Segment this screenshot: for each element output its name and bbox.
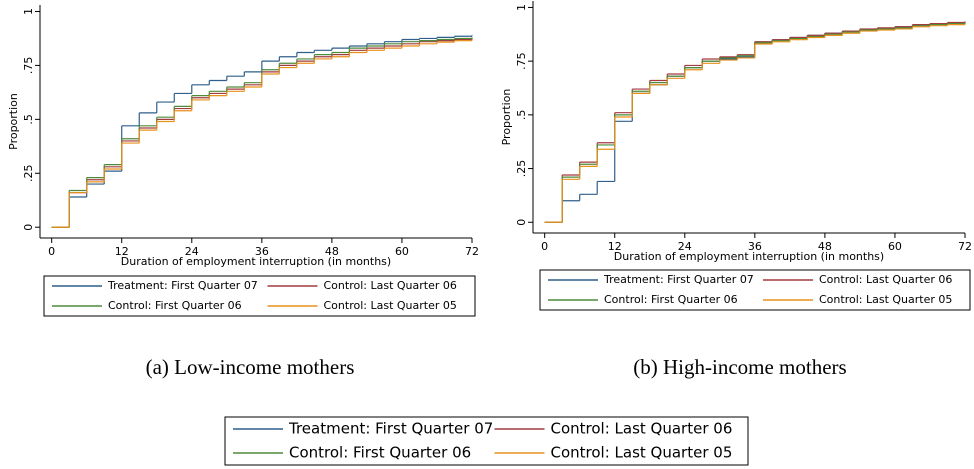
x-tick-label: 24 xyxy=(185,245,199,258)
y-tick-label: 0 xyxy=(22,224,35,231)
legend-label: Control: First Quarter 06 xyxy=(108,299,242,312)
x-axis-label: Duration of employment interruption (in … xyxy=(614,250,884,263)
caption: (b) High-income mothers xyxy=(633,355,846,379)
x-tick-label: 36 xyxy=(255,245,269,258)
legend-label: Control: Last Quarter 05 xyxy=(819,293,952,306)
y-tick-label: .25 xyxy=(22,165,35,183)
x-tick-label: 72 xyxy=(465,245,479,258)
legend-label: Treatment: First Quarter 07 xyxy=(288,420,493,438)
y-axis-label: Proportion xyxy=(500,89,513,146)
x-tick-label: 0 xyxy=(541,240,548,253)
x-tick-label: 48 xyxy=(325,245,339,258)
legend-label: Control: Last Quarter 05 xyxy=(324,299,457,312)
y-tick-label: 0 xyxy=(515,219,528,226)
legend-label: Control: Last Quarter 06 xyxy=(324,279,457,292)
legend-label: Control: Last Quarter 06 xyxy=(819,273,952,286)
y-tick-label: .25 xyxy=(515,160,528,178)
legend-label: Treatment: First Quarter 07 xyxy=(603,273,754,286)
x-tick-label: 12 xyxy=(608,240,622,253)
x-tick-label: 72 xyxy=(958,240,972,253)
x-tick-label: 24 xyxy=(678,240,692,253)
caption: (a) Low-income mothers xyxy=(146,355,355,379)
x-tick-label: 36 xyxy=(748,240,762,253)
legend-box xyxy=(539,269,971,311)
x-tick-label: 48 xyxy=(818,240,832,253)
legend-box xyxy=(224,416,749,466)
y-tick-label: 1 xyxy=(515,4,528,11)
legend-label: Control: First Quarter 06 xyxy=(604,293,738,306)
y-tick-label: .5 xyxy=(22,114,35,125)
y-tick-label: .75 xyxy=(515,52,528,70)
y-tick-label: .75 xyxy=(22,57,35,75)
legend-label: Control: First Quarter 06 xyxy=(289,444,471,462)
y-tick-label: .5 xyxy=(515,110,528,121)
legend-label: Control: Last Quarter 05 xyxy=(551,444,733,462)
legend-box xyxy=(43,275,476,317)
y-tick-label: 1 xyxy=(22,8,35,15)
legend-label: Treatment: First Quarter 07 xyxy=(107,279,258,292)
y-axis-label: Proportion xyxy=(7,93,20,150)
x-tick-label: 60 xyxy=(888,240,902,253)
x-tick-label: 60 xyxy=(395,245,409,258)
x-tick-label: 12 xyxy=(115,245,129,258)
legend-label: Control: Last Quarter 06 xyxy=(551,420,733,438)
x-tick-label: 0 xyxy=(48,245,55,258)
x-axis-label: Duration of employment interruption (in … xyxy=(121,255,391,268)
